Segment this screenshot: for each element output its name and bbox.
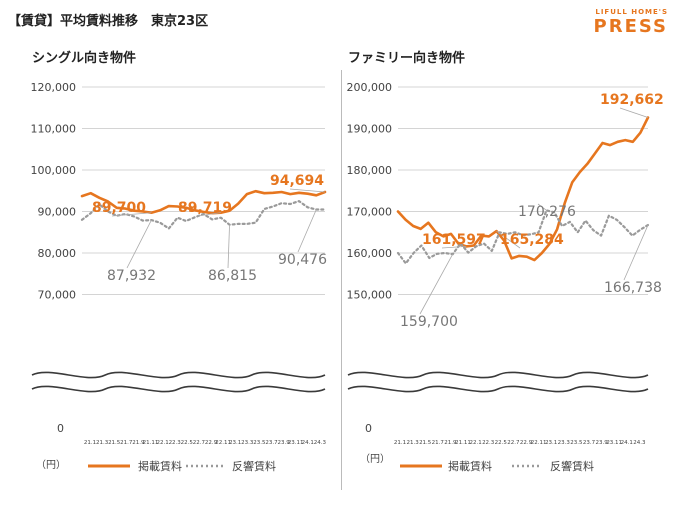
chart2-annotation-leader: [496, 230, 521, 249]
chart2-zero-label: 0: [365, 422, 372, 435]
chart2-x-tick-label: 22.5: [495, 440, 508, 446]
chart2-annotation-leader: [623, 224, 649, 281]
chart1-y-tick-label: 110,000: [31, 123, 77, 136]
chart2-data-label: 166,738: [604, 280, 662, 296]
chart2-x-tick-label: 21.1: [394, 440, 406, 446]
chart1-x-tick-label: 21.11: [143, 440, 159, 446]
chart1-legend-label-listing: 掲載賃料: [138, 459, 182, 473]
chart1-x-tick-label: 21.9: [132, 440, 145, 446]
chart1-zero-label: 0: [57, 422, 64, 435]
chart2-annotation-leader: [537, 203, 547, 211]
chart2-annotation-leader: [441, 245, 467, 249]
chart1-unit-label: （円）: [36, 459, 66, 471]
panel-divider: [341, 70, 342, 490]
chart1-annotation-leader: [227, 224, 230, 269]
chart2-data-label: 165,284: [500, 232, 564, 248]
chart1-data-label: 86,815: [208, 268, 257, 284]
chart1-x-tick-label: 21.1: [84, 440, 96, 446]
chart1-legend-label-inquiry: 反響賃料: [232, 459, 276, 473]
chart1-data-label: 94,694: [270, 173, 324, 189]
chart1-y-tick-label: 70,000: [38, 289, 77, 302]
chart2-data-label: 192,662: [600, 92, 664, 108]
chart1-x-tick-label: 22.7: [193, 440, 206, 446]
chart2-annotation-leader: [619, 107, 649, 118]
chart2-x-tick-label: 23.9: [595, 440, 608, 446]
chart1-x-tick-label: 23.11: [288, 440, 304, 446]
chart1-x-tick-label: 21.3: [96, 440, 109, 446]
chart2-x-tick-label: 23.7: [583, 440, 596, 446]
chart1-x-tick-label: 22.11: [215, 440, 231, 446]
chart1-annotation-leader: [297, 209, 317, 253]
chart1-x-tick-label: 24.1: [302, 440, 314, 446]
chart1-data-label: 89,719: [178, 200, 232, 216]
chart1-x-tick-label: 21.7: [120, 440, 133, 446]
chart2-legend-label-listing: 掲載賃料: [448, 459, 492, 473]
chart2-x-tick-label: 22.11: [531, 440, 547, 446]
chart1-series-line-inquiry: [80, 200, 327, 230]
chart1-y-tick-label: 80,000: [38, 247, 77, 260]
chart1-y-tick-label: 100,000: [31, 164, 77, 177]
chart1-annotation-leader: [197, 212, 221, 217]
chart1-x-tick-label: 23.9: [277, 440, 290, 446]
chart2-unit-label: （円）: [360, 453, 390, 465]
chart2-y-tick-label: 180,000: [347, 164, 393, 177]
chart2-y-tick-label: 150,000: [347, 289, 393, 302]
chart2-data-label: 170,276: [518, 204, 576, 220]
chart2-y-tick-label: 170,000: [347, 206, 393, 219]
chart1-x-tick-label: 21.5: [108, 440, 121, 446]
chart1-x-tick-label: 22.1: [156, 440, 168, 446]
chart1-title: シングル向き物件: [32, 50, 136, 66]
chart2-x-tick-label: 21.5: [419, 440, 432, 446]
chart2-axis-break-wave: [347, 371, 649, 379]
chart2-legend-label-inquiry: 反響賃料: [550, 459, 594, 473]
chart2-x-tick-label: 22.7: [507, 440, 520, 446]
chart2-x-tick-label: 23.5: [570, 440, 583, 446]
chart2-x-tick-label: 23.3: [558, 440, 571, 446]
chart1-y-tick-label: 90,000: [38, 206, 77, 219]
chart2-y-tick-label: 190,000: [347, 123, 393, 136]
chart2-x-tick-label: 21.11: [455, 440, 471, 446]
chart1-axis-break-wave: [31, 385, 326, 393]
chart1-annotation-leader: [289, 188, 326, 193]
chart2-data-label: 159,700: [400, 314, 458, 330]
chart2-x-tick-label: 21.9: [444, 440, 457, 446]
chart1-annotation-leader: [126, 219, 152, 269]
chart2-x-tick-label: 24.1: [621, 440, 633, 446]
chart1-x-tick-label: 23.3: [241, 440, 254, 446]
logo-small-text: LIFULL HOME'S: [595, 8, 668, 16]
chart1-series-line-listing: [80, 189, 327, 215]
chart1-data-label: 90,476: [278, 252, 327, 268]
chart1-x-tick-label: 22.5: [181, 440, 194, 446]
chart1-x-tick-label: 22.3: [169, 440, 182, 446]
chart1-axis-break-wave: [31, 371, 326, 379]
chart1-y-tick-label: 120,000: [31, 81, 77, 94]
chart1-x-tick-label: 24.3: [314, 440, 327, 446]
chart2-data-label: 161,597: [422, 232, 486, 248]
page-title: 【賃貸】平均賃料推移 東京23区: [8, 14, 209, 29]
chart2-annotation-leader: [419, 254, 454, 315]
chart1-x-tick-label: 23.1: [229, 440, 241, 446]
chart1-data-label: 87,932: [107, 268, 156, 284]
chart2-x-tick-label: 22.9: [520, 440, 533, 446]
chart2-series-line-listing: [396, 116, 650, 262]
chart2-x-tick-label: 21.7: [432, 440, 445, 446]
chart2-axis-break-wave: [347, 385, 649, 393]
chart2-x-tick-label: 22.3: [482, 440, 495, 446]
chart2-x-tick-label: 22.1: [469, 440, 481, 446]
chart2-x-tick-label: 23.11: [606, 440, 622, 446]
logo-press: PRESS: [593, 16, 668, 37]
chart1-annotation-leader: [111, 212, 152, 217]
chart2-title: ファミリー向き物件: [348, 50, 465, 66]
chart2-x-tick-label: 21.3: [406, 440, 419, 446]
chart1-x-tick-label: 23.7: [265, 440, 278, 446]
chart2-series-line-inquiry: [396, 209, 650, 265]
chart1-x-tick-label: 23.5: [253, 440, 266, 446]
chart2-x-tick-label: 24.3: [633, 440, 646, 446]
chart2-x-tick-label: 23.1: [545, 440, 557, 446]
chart1-data-label: 89,700: [92, 200, 146, 216]
chart2-y-tick-label: 200,000: [347, 81, 393, 94]
chart2-y-tick-label: 160,000: [347, 247, 393, 260]
chart1-x-tick-label: 22.9: [205, 440, 218, 446]
